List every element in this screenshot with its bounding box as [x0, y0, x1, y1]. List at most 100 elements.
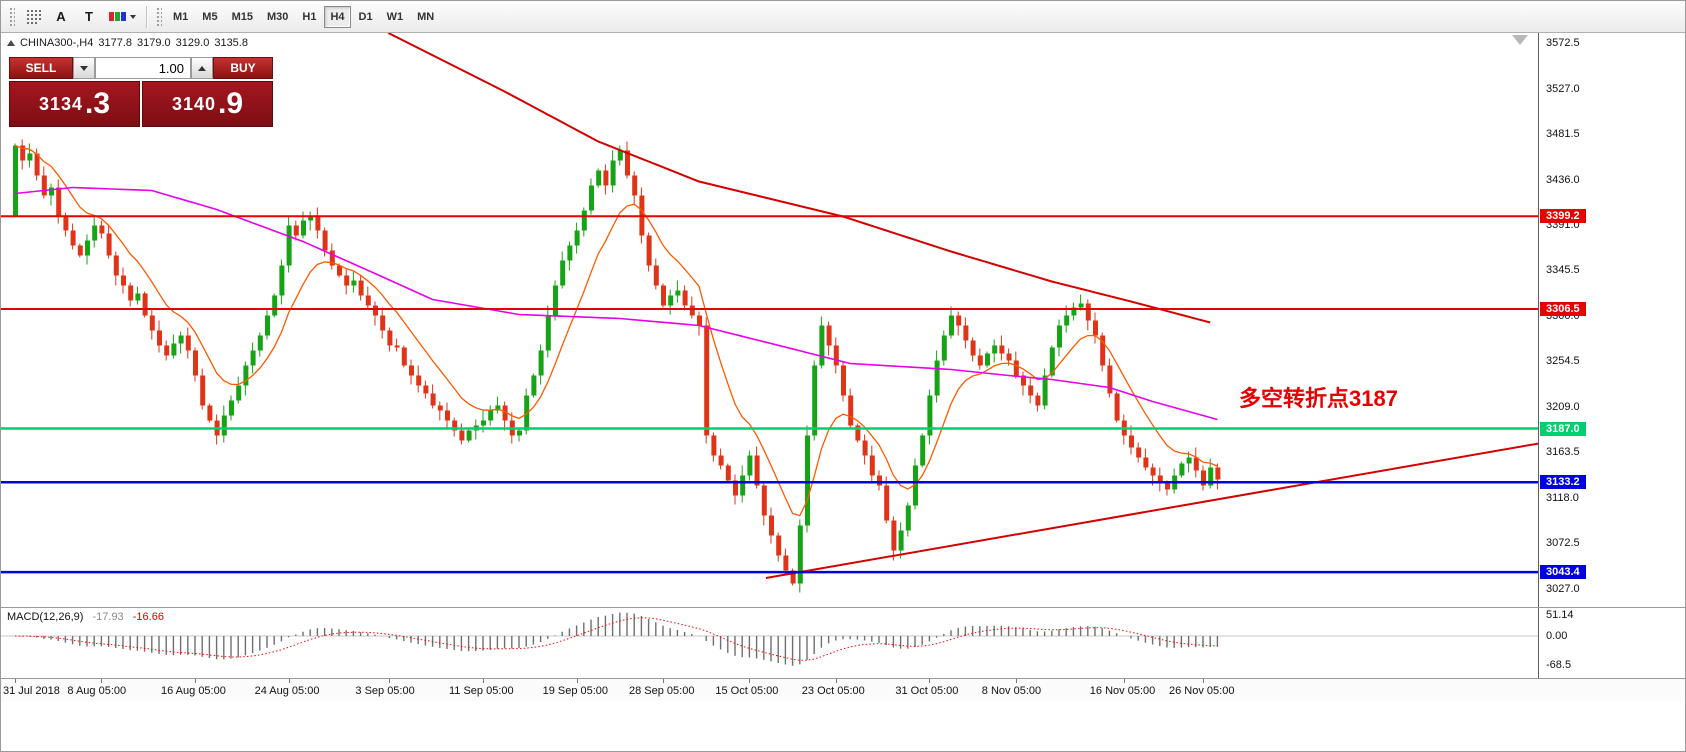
macd-canvas[interactable]	[1, 608, 1539, 678]
price-axis-label: 3209.0	[1546, 400, 1580, 413]
toolbar: A T M1 M5 M15 M30 H1 H4 D1 W1 MN	[1, 1, 1685, 33]
chart-annotation-text: 多空转折点3187	[1239, 386, 1398, 411]
text-label-tool-icon: A	[56, 9, 66, 24]
time-axis-label: 8 Nov 05:00	[981, 685, 1042, 697]
price-axis-label: 3572.5	[1546, 37, 1580, 49]
time-axis-tick	[576, 679, 578, 683]
one-click-trading-panel: SELL BUY 3134 .3 3140	[9, 57, 273, 127]
time-axis-label: 11 Sep 05:00	[449, 685, 514, 697]
ask-price-main: 3140	[171, 93, 216, 114]
time-axis-tick	[1015, 679, 1017, 683]
price-axis[interactable]: 3572.53527.03481.53436.03391.03345.53300…	[1540, 33, 1685, 607]
bid-price-main: 3134	[38, 93, 83, 114]
price-axis-label: 3345.5	[1546, 264, 1580, 276]
toolbar-separator	[146, 5, 147, 28]
macd-scale-label: -68.5	[1546, 658, 1572, 671]
chart-region: CHINA300-,H4 3177.8 3179.0 3129.0 3135.8…	[1, 33, 1685, 607]
macd-panel: MACD(12,26,9) -17.93 -16.66 51.14 0.00 -68…	[1, 607, 1685, 679]
ask-price-panel[interactable]: 3140 .9	[142, 81, 273, 127]
macd-name: MACD(12,26,9)	[7, 611, 84, 623]
time-axis-label: 31 Oct 05:00	[895, 685, 959, 697]
time-axis-label: 23 Oct 05:00	[801, 685, 865, 697]
toolbar-grip[interactable]	[9, 6, 15, 27]
price-axis-label: 3118.0	[1546, 491, 1579, 504]
time-axis-tick	[749, 679, 751, 683]
price-axis-label: 3436.0	[1546, 173, 1580, 186]
timeframe-toolbar: M1 M5 M15 M30 H1 H4 D1 W1 MN	[166, 5, 441, 28]
macd-area[interactable]: MACD(12,26,9) -17.93 -16.66	[1, 608, 1539, 678]
price-level-badge: 3187.0	[1540, 421, 1586, 436]
volume-input[interactable]	[95, 57, 191, 79]
palette-icon	[108, 12, 127, 21]
macd-axis[interactable]: 51.14 0.00 -68.5	[1540, 608, 1685, 678]
time-axis-tick	[1123, 679, 1125, 683]
time-axis-label: 16 Nov 05:00	[1089, 685, 1156, 697]
time-axis-label: 16 Aug 05:00	[161, 685, 226, 697]
text-tool-icon: T	[85, 9, 93, 24]
time-axis-label: 31 Jul 2018	[3, 685, 60, 697]
time-axis-tick	[835, 679, 837, 683]
timeframe-button-mn[interactable]: MN	[417, 10, 435, 23]
symbol-info: CHINA300-,H4 3177.8 3179.0 3129.0 3135.8	[7, 37, 248, 49]
macd-indicator-label: MACD(12,26,9) -17.93 -16.66	[7, 611, 164, 623]
time-axis-label: 8 Aug 05:00	[67, 685, 127, 697]
ohlc-low: 3129.0	[175, 37, 210, 49]
price-axis-label: 3027.0	[1546, 582, 1580, 595]
macd-value: -17.93	[92, 611, 124, 623]
price-level-badge: 3043.4	[1540, 565, 1586, 580]
toolbar-grip[interactable]	[156, 6, 162, 27]
time-axis-tick	[389, 679, 391, 683]
macd-scale-label: 51.14	[1546, 608, 1574, 621]
time-axis-tick	[101, 679, 103, 683]
ohlc-open: 3177.8	[98, 37, 133, 49]
timeframe-button-d1[interactable]: D1	[358, 10, 373, 23]
time-axis[interactable]: 31 Jul 2018 8 Aug 05:00 16 Aug 05:00 24 Aug…	[1, 679, 1685, 701]
price-level-badge: 3133.2	[1540, 475, 1586, 490]
chart-shift-marker[interactable]	[1512, 35, 1528, 45]
volume-increase-button[interactable]	[191, 57, 213, 79]
ohlc-high: 3179.0	[137, 37, 171, 49]
price-level-badge: 3399.2	[1540, 209, 1586, 224]
time-axis-tick	[1203, 679, 1204, 683]
timeframe-button-m1[interactable]: M1	[173, 10, 189, 23]
time-axis-tick	[663, 679, 664, 683]
price-chart-canvas[interactable]	[1, 33, 1539, 607]
macd-signal-value: -16.66	[132, 611, 164, 623]
timeframe-button-w1[interactable]: W1	[386, 10, 404, 23]
symbol-name: CHINA300-,H4	[20, 37, 94, 49]
time-axis-label: 19 Sep 05:00	[542, 685, 609, 697]
time-axis-label: 26 Nov 05:00	[1169, 685, 1235, 697]
price-axis-label: 3072.5	[1546, 537, 1580, 549]
time-axis-tick	[288, 679, 290, 683]
bid-price-pip: .3	[85, 87, 111, 120]
timeframe-button-m15[interactable]: M15	[231, 10, 253, 23]
timeframe-button-h1[interactable]: H1	[302, 10, 317, 23]
crosshair-grid-tool-button[interactable]	[19, 4, 47, 30]
time-axis-label: 24 Aug 05:00	[254, 685, 320, 697]
ask-price-pip: .9	[218, 87, 244, 120]
price-axis-label: 3163.5	[1546, 446, 1580, 458]
timeframe-button-h4[interactable]: H4	[324, 5, 351, 28]
chevron-down-icon	[80, 65, 88, 71]
bid-price-panel[interactable]: 3134 .3	[9, 81, 140, 127]
symbol-direction-up-icon	[7, 40, 15, 46]
time-axis-tick	[483, 679, 484, 683]
text-tool-button[interactable]: T	[75, 4, 103, 30]
time-axis-label: 28 Sep 05:00	[629, 685, 695, 697]
macd-scale-label: 0.00	[1546, 630, 1568, 642]
sell-button[interactable]: SELL	[9, 57, 73, 79]
buy-button[interactable]: BUY	[213, 57, 273, 79]
time-axis-tick	[15, 679, 16, 683]
timeframe-button-m5[interactable]: M5	[202, 10, 218, 23]
text-label-tool-button[interactable]: A	[47, 4, 75, 30]
timeframe-button-m30[interactable]: M30	[266, 10, 289, 23]
colors-tool-button[interactable]	[103, 4, 141, 30]
grid-dots-icon	[26, 10, 41, 24]
chart-area[interactable]: CHINA300-,H4 3177.8 3179.0 3129.0 3135.8…	[1, 33, 1539, 607]
ohlc-close: 3135.8	[214, 37, 248, 49]
time-axis-tick	[929, 679, 931, 683]
chevron-up-icon	[198, 65, 206, 71]
volume-dropdown-button[interactable]	[73, 57, 95, 79]
price-axis-label: 3254.5	[1546, 355, 1580, 367]
